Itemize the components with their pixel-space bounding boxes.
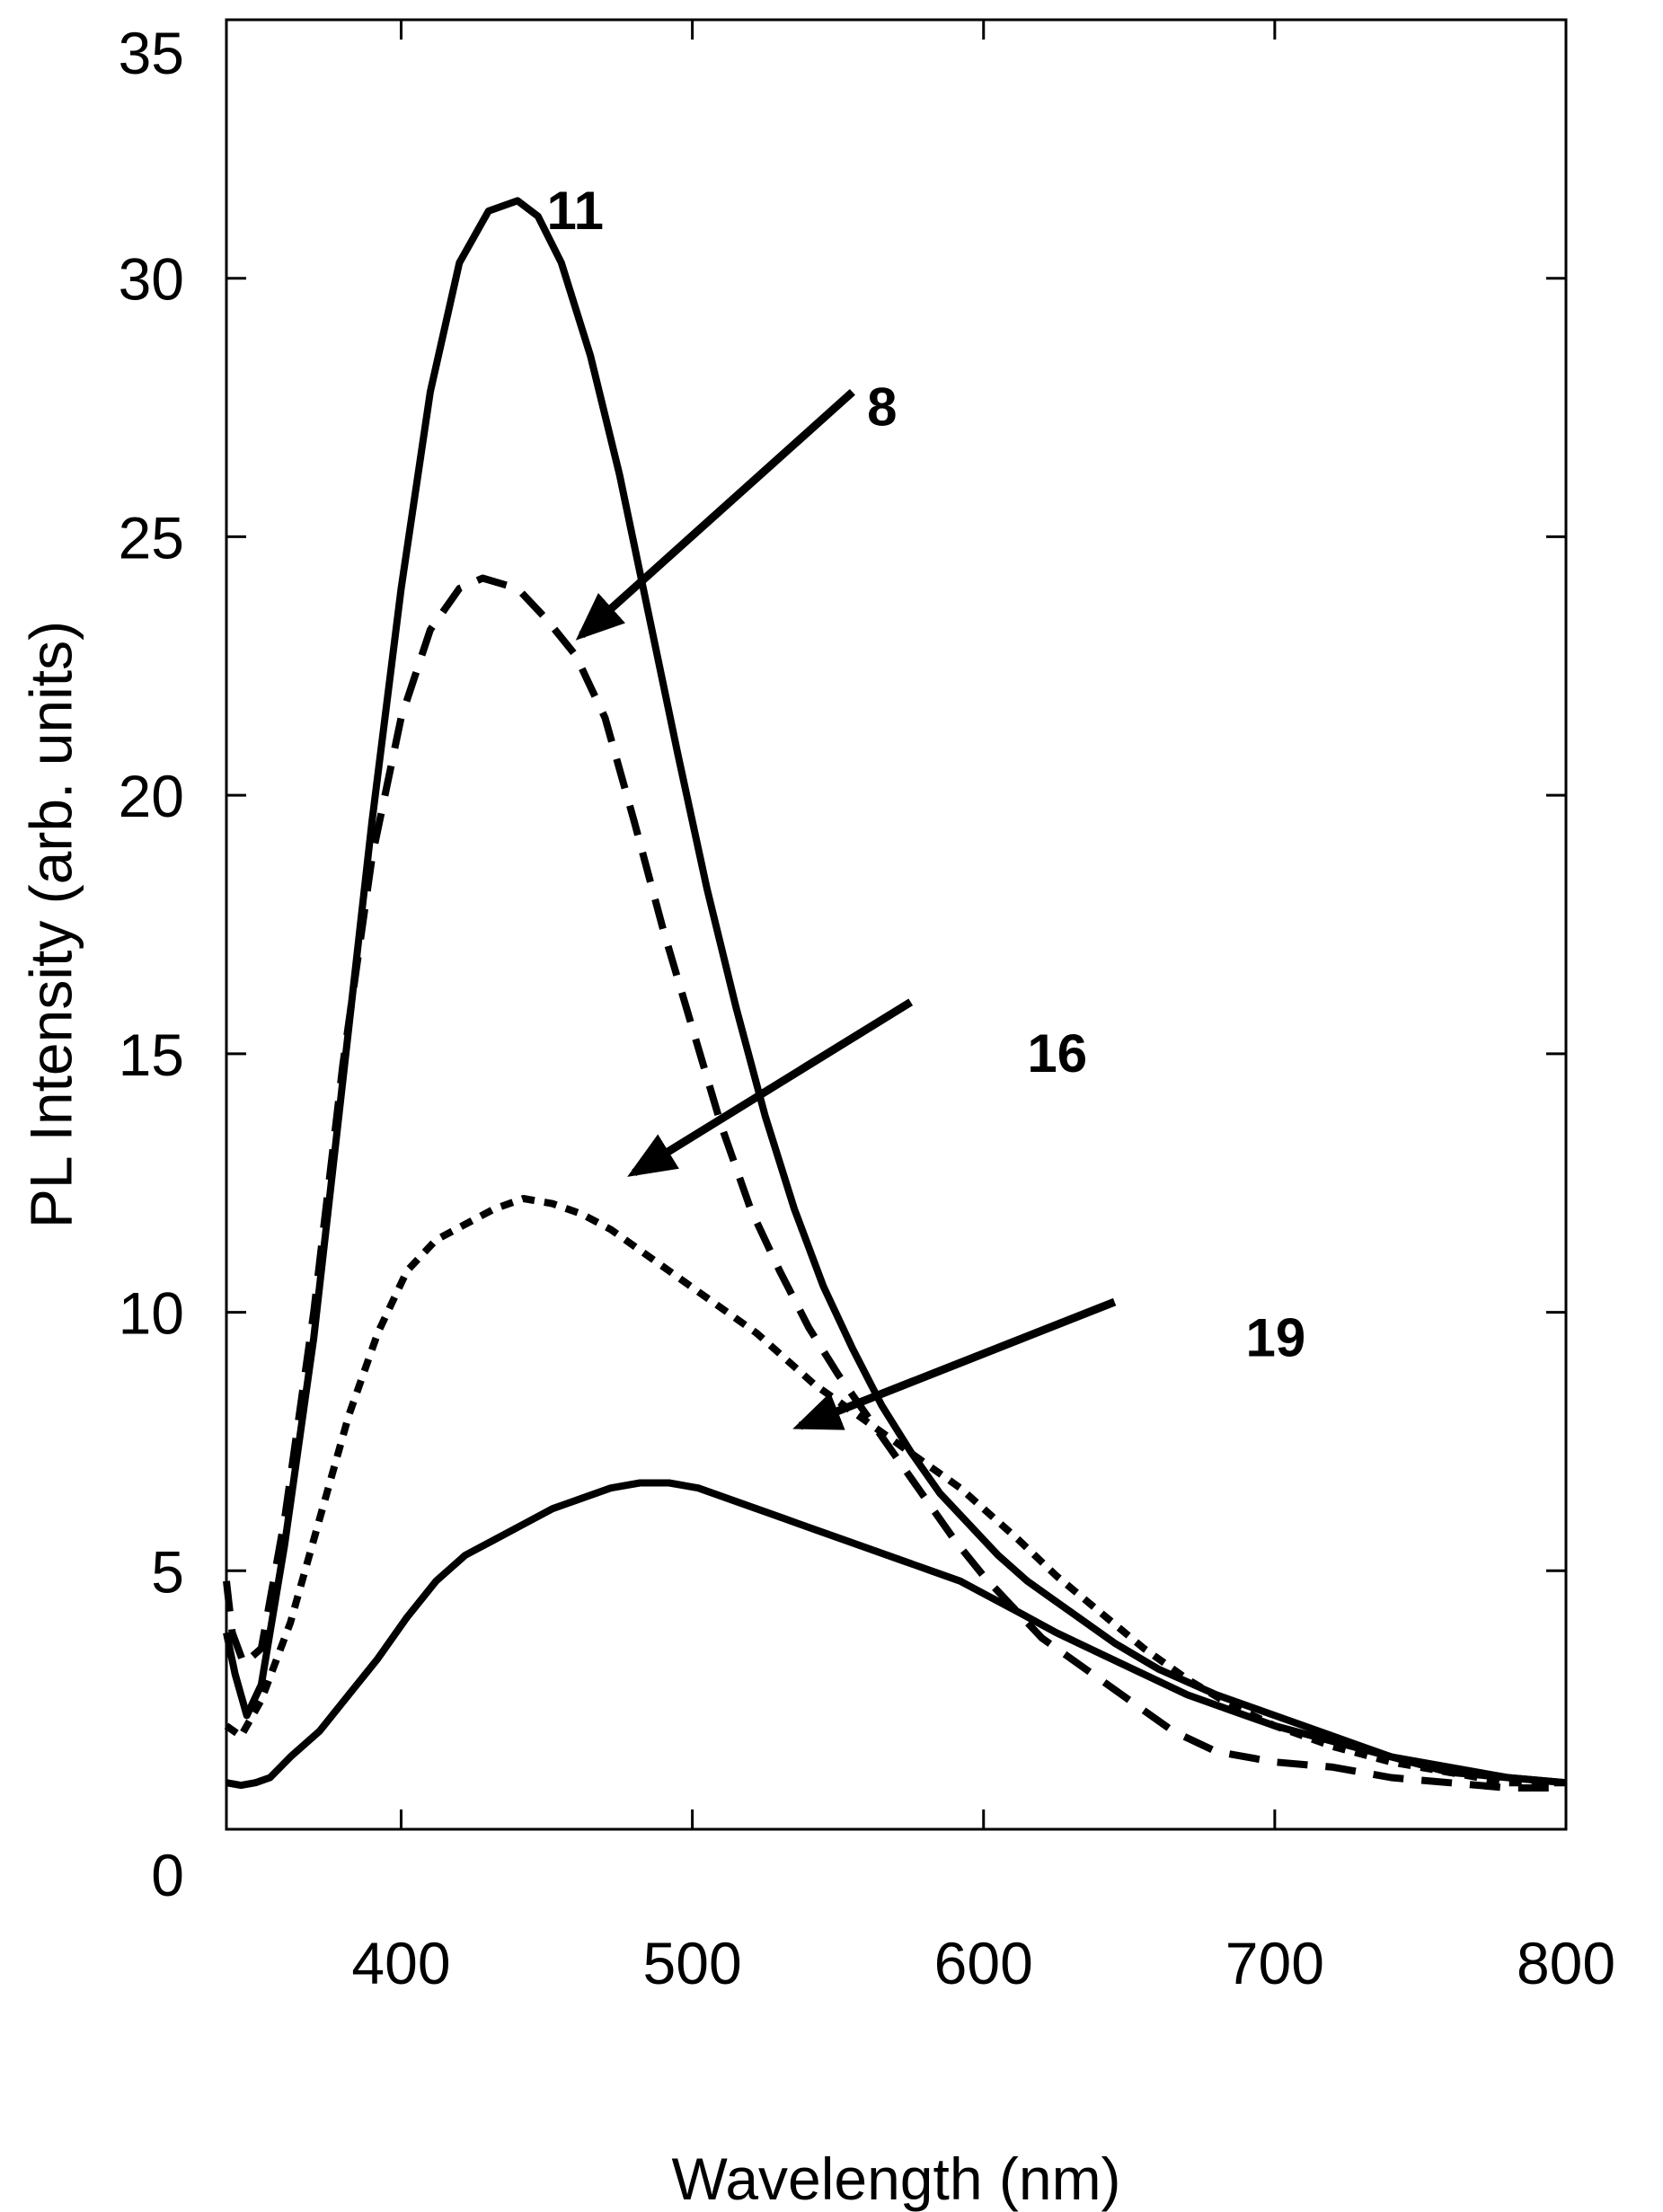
y-tick-label-30: 30	[119, 246, 184, 313]
series-16-line	[224, 1195, 1566, 1787]
plot-frame	[225, 18, 1568, 1831]
y-tick-label-15: 15	[119, 1022, 184, 1088]
annotation-arrow-16	[627, 998, 914, 1177]
series-label-11: 11	[547, 181, 604, 241]
x-tick-label-800: 800	[1517, 1930, 1615, 1996]
x-tick-label-600: 600	[934, 1930, 1033, 1996]
x-tick-label-500: 500	[643, 1930, 742, 1996]
annotation-arrows	[575, 388, 1117, 1430]
annotation-arrow-8	[575, 388, 855, 641]
y-axis-title: PL Intensity (arb. units)	[17, 621, 84, 1228]
x-tick-label-400: 400	[351, 1930, 450, 1996]
y-tick-label-0: 0	[151, 1842, 184, 1908]
y-axis-ticks	[226, 277, 1566, 1572]
series-label-8: 8	[867, 377, 897, 438]
y-tick-label-25: 25	[119, 504, 184, 571]
x-axis-title: Wavelength (nm)	[671, 2146, 1120, 2212]
y-tick-label-10: 10	[119, 1280, 184, 1347]
y-axis-tick-labels: 0 5 10 15 20 25 30 35	[119, 20, 184, 1908]
annotation-labels: 11 8 16 19	[547, 181, 1306, 1367]
y-tick-label-35: 35	[119, 20, 184, 86]
y-tick-label-20: 20	[119, 763, 184, 829]
x-axis-tick-labels: 400 500 600 700 800	[351, 1930, 1615, 1996]
x-tick-label-700: 700	[1225, 1930, 1324, 1996]
annotation-arrow-19	[792, 1297, 1117, 1430]
y-tick-label-5: 5	[151, 1538, 184, 1605]
series-label-16: 16	[1027, 1023, 1087, 1084]
series-layer	[223, 197, 1567, 1792]
series-11-line	[223, 197, 1567, 1787]
series-label-19: 19	[1245, 1307, 1305, 1367]
series-19-line	[226, 1479, 1567, 1790]
x-axis-ticks	[399, 20, 1568, 1829]
series-8-line	[223, 574, 1566, 1792]
